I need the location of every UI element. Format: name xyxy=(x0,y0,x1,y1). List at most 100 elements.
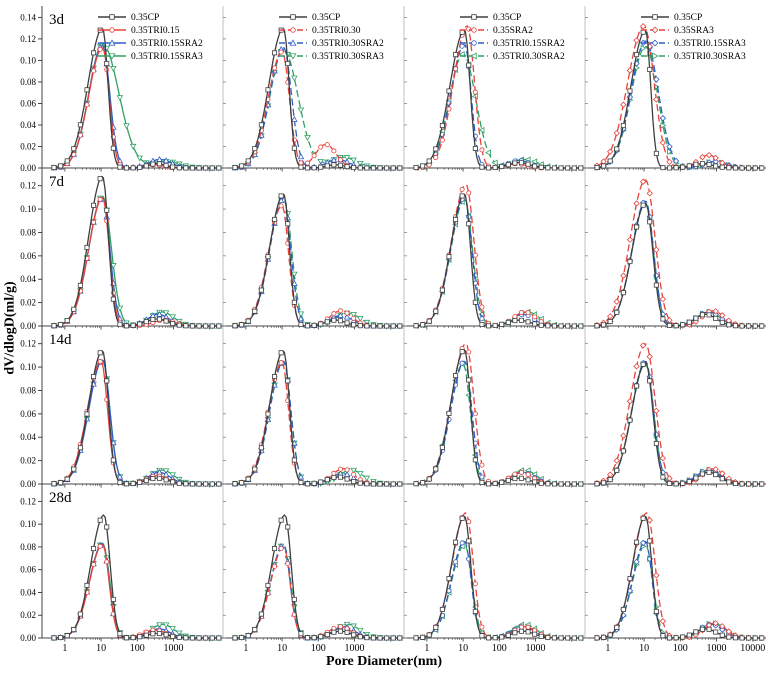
square-marker xyxy=(446,254,452,260)
legend-label-0.35TRI0.15SRA2: 0.35TRI0.15SRA2 xyxy=(131,39,203,49)
series-line-0.35CP xyxy=(53,27,219,169)
square-marker xyxy=(472,146,478,152)
square-marker xyxy=(732,165,738,171)
square-marker xyxy=(364,481,370,487)
square-marker xyxy=(252,466,258,472)
square-marker xyxy=(176,322,182,328)
square-marker xyxy=(558,165,564,171)
square-marker xyxy=(558,635,564,641)
square-marker xyxy=(130,165,136,171)
square-marker xyxy=(558,323,564,329)
square-marker xyxy=(466,538,472,544)
series-line-0.35TRI0.30SRA2 xyxy=(415,53,581,169)
triangle-down-marker xyxy=(136,155,143,162)
circle-marker xyxy=(84,102,90,108)
square-marker xyxy=(390,635,396,641)
square-marker xyxy=(525,319,531,325)
square-marker xyxy=(163,162,169,168)
circle-marker xyxy=(305,160,311,166)
diamond-marker xyxy=(725,628,733,635)
square-marker xyxy=(324,477,330,483)
square-marker xyxy=(627,576,633,582)
square-marker xyxy=(216,635,222,641)
x-tick-label: 100 xyxy=(673,643,688,654)
square-marker xyxy=(653,150,659,156)
square-marker xyxy=(732,635,738,641)
diamond-marker xyxy=(719,623,726,630)
square-marker xyxy=(337,318,343,324)
square-marker xyxy=(397,323,403,329)
square-marker xyxy=(170,633,176,639)
square-marker xyxy=(344,164,350,170)
diamond-marker xyxy=(620,432,627,439)
x-tick-label: 10 xyxy=(639,643,649,654)
square-marker xyxy=(752,165,758,171)
square-marker xyxy=(607,319,613,325)
square-marker xyxy=(196,165,202,171)
square-marker xyxy=(331,317,337,323)
square-marker xyxy=(413,165,419,171)
square-marker xyxy=(298,631,304,637)
square-marker xyxy=(660,316,666,322)
circle-marker xyxy=(104,559,110,565)
square-marker xyxy=(518,475,524,481)
square-marker xyxy=(203,323,209,329)
square-marker xyxy=(620,606,626,612)
square-marker xyxy=(571,635,577,641)
row-label-3d: 3d xyxy=(49,12,65,28)
square-marker xyxy=(196,635,202,641)
square-marker xyxy=(84,411,90,417)
series-line-0.35CP xyxy=(234,27,400,169)
square-marker xyxy=(433,308,439,314)
square-marker xyxy=(479,321,485,327)
series-line-0.35CP xyxy=(53,350,219,485)
square-marker xyxy=(183,165,189,171)
square-marker xyxy=(245,633,251,639)
series-line-0.35TRI0.30SRA3 xyxy=(596,363,762,485)
diamond-marker xyxy=(712,154,719,162)
square-marker xyxy=(413,323,419,329)
square-marker xyxy=(492,480,498,486)
square-marker xyxy=(77,445,83,451)
square-marker xyxy=(176,480,182,486)
square-marker xyxy=(759,635,765,641)
square-marker xyxy=(558,481,564,487)
diamond-marker xyxy=(651,26,659,34)
triangle-down-marker xyxy=(156,622,163,629)
square-marker xyxy=(117,479,123,485)
square-marker xyxy=(189,635,195,641)
square-marker xyxy=(433,624,439,630)
square-marker xyxy=(130,635,136,641)
square-marker xyxy=(265,87,271,93)
square-marker xyxy=(117,631,123,637)
square-marker xyxy=(137,164,143,170)
circle-marker xyxy=(479,462,485,468)
square-marker xyxy=(634,52,640,58)
series-line-0.35TRI0.15SRA3 xyxy=(596,200,762,327)
square-marker xyxy=(607,158,613,164)
square-marker xyxy=(232,323,238,329)
triangle-left-marker xyxy=(485,149,491,156)
square-marker xyxy=(752,635,758,641)
square-marker xyxy=(719,476,725,482)
circle-marker xyxy=(518,310,524,316)
x-tick-label: 1 xyxy=(605,643,610,654)
x-tick-label: 1 xyxy=(424,643,429,654)
square-marker xyxy=(686,479,692,485)
square-marker xyxy=(532,479,538,485)
series-line-0.35TRI0.15SRA3 xyxy=(54,542,219,639)
circle-marker xyxy=(525,471,531,477)
square-marker xyxy=(272,50,278,56)
square-marker xyxy=(58,163,64,169)
square-marker xyxy=(258,122,264,128)
square-marker xyxy=(258,611,264,617)
square-marker xyxy=(446,576,452,582)
y-tick-label: 0.12 xyxy=(20,34,36,44)
triangle-down-marker xyxy=(297,311,305,318)
square-marker xyxy=(647,66,653,72)
square-marker xyxy=(384,635,390,641)
square-marker xyxy=(272,374,278,380)
square-marker xyxy=(245,158,251,164)
series-line-0.35TRI0.15SRA3 xyxy=(597,540,762,639)
square-marker xyxy=(439,287,445,293)
